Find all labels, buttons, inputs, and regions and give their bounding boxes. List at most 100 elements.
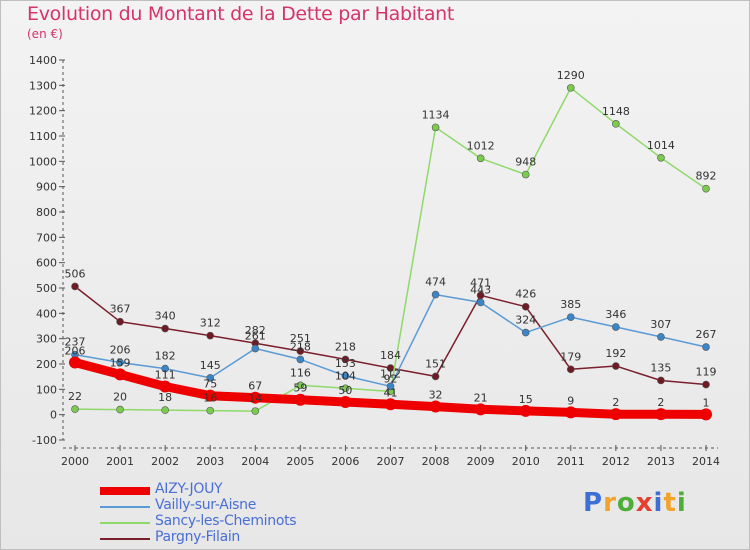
- data-point: [521, 328, 530, 337]
- x-tick-label: 2010: [512, 455, 540, 468]
- data-label: 426: [515, 288, 536, 301]
- data-label: 135: [650, 361, 671, 374]
- data-point: [249, 391, 262, 404]
- data-label: 2: [657, 396, 664, 409]
- legend-swatch: [100, 522, 150, 524]
- logo-letter: i: [653, 488, 664, 518]
- logo-letter: o: [616, 488, 636, 518]
- data-label: 92: [384, 372, 398, 385]
- data-point: [609, 408, 622, 421]
- data-label: 340: [155, 310, 176, 323]
- x-tick-label: 2005: [286, 455, 314, 468]
- data-label: 192: [605, 347, 626, 360]
- x-tick-label: 2000: [61, 455, 89, 468]
- data-label: 112: [380, 367, 401, 380]
- data-point: [251, 407, 260, 415]
- logo-letter: P: [583, 488, 604, 518]
- data-label: 116: [290, 366, 311, 379]
- data-point: [654, 408, 667, 421]
- y-tick-label: 300: [36, 333, 57, 346]
- data-point: [566, 313, 575, 321]
- data-point: [69, 356, 81, 369]
- data-label: 41: [384, 386, 398, 399]
- data-point: [657, 153, 665, 162]
- chart-subtitle: (en €): [27, 27, 63, 41]
- x-tick-label: 2011: [557, 455, 585, 468]
- data-label: 20: [113, 391, 127, 404]
- data-point: [161, 364, 169, 373]
- proxiti-logo: Proxiti: [583, 488, 687, 518]
- y-tick-label: 1400: [29, 54, 57, 67]
- data-label: 1014: [647, 139, 675, 152]
- y-tick-label: 800: [36, 206, 57, 219]
- logo-letter: r: [603, 488, 617, 518]
- logo-letter: t: [663, 488, 677, 518]
- data-point: [429, 400, 442, 413]
- data-label: 67: [248, 380, 262, 393]
- data-label: 111: [155, 369, 176, 382]
- data-point: [431, 123, 440, 132]
- data-label: 75: [203, 378, 217, 391]
- logo-letter: i: [676, 488, 687, 518]
- data-point: [521, 302, 530, 311]
- y-tick-label: 0: [50, 409, 57, 422]
- y-tick-label: 1000: [29, 155, 57, 168]
- data-point: [296, 381, 305, 390]
- x-tick-label: 2003: [196, 455, 224, 468]
- legend-label: Vailly-sur-Aisne: [155, 497, 257, 513]
- y-tick-label: 1200: [29, 105, 57, 118]
- data-point: [294, 393, 307, 406]
- data-point: [386, 382, 395, 391]
- data-label: 14: [248, 392, 262, 405]
- data-point: [116, 405, 124, 414]
- data-label: 282: [245, 324, 266, 337]
- x-tick-label: 2006: [331, 455, 359, 468]
- x-tick-label: 2002: [151, 455, 179, 468]
- data-point: [384, 398, 397, 411]
- data-point: [341, 355, 350, 364]
- data-label: 119: [696, 366, 717, 379]
- data-point: [564, 406, 577, 419]
- x-tick-label: 2013: [647, 455, 675, 468]
- data-label: 367: [110, 303, 131, 316]
- data-label: 218: [290, 340, 311, 353]
- data-point: [341, 372, 350, 380]
- data-label: 443: [470, 283, 491, 296]
- y-tick-label: -100: [32, 434, 57, 447]
- data-point: [204, 389, 217, 402]
- series-line: [74, 87, 707, 412]
- data-label: 251: [290, 332, 311, 345]
- data-label: 474: [425, 276, 446, 289]
- x-tick-label: 2004: [241, 455, 269, 468]
- data-label: 307: [650, 318, 671, 331]
- data-point: [161, 406, 169, 414]
- data-point: [519, 404, 532, 417]
- x-tick-label: 2008: [422, 455, 450, 468]
- data-label: 892: [696, 170, 717, 183]
- data-point: [161, 324, 169, 333]
- data-point: [431, 372, 440, 381]
- y-tick-label: 1100: [29, 130, 57, 143]
- data-point: [612, 323, 620, 331]
- data-label: 15: [519, 393, 533, 406]
- data-point: [566, 84, 575, 92]
- legend-label: Pargny-Filain: [155, 529, 241, 545]
- y-tick-label: 500: [36, 282, 57, 295]
- data-point: [431, 290, 440, 299]
- x-tick-label: 2009: [467, 455, 495, 468]
- data-label: 145: [200, 359, 221, 372]
- y-tick-label: 900: [36, 181, 57, 194]
- data-label: 50: [338, 384, 352, 397]
- y-tick-label: 100: [36, 383, 57, 396]
- data-point: [702, 184, 710, 193]
- x-tick-label: 2014: [692, 455, 720, 468]
- data-point: [296, 347, 305, 355]
- data-label: 1: [703, 396, 710, 409]
- data-label: 206: [110, 343, 131, 356]
- data-label: 948: [515, 156, 536, 169]
- y-tick-label: 700: [36, 231, 57, 244]
- x-tick-label: 2012: [602, 455, 630, 468]
- data-point: [657, 376, 665, 385]
